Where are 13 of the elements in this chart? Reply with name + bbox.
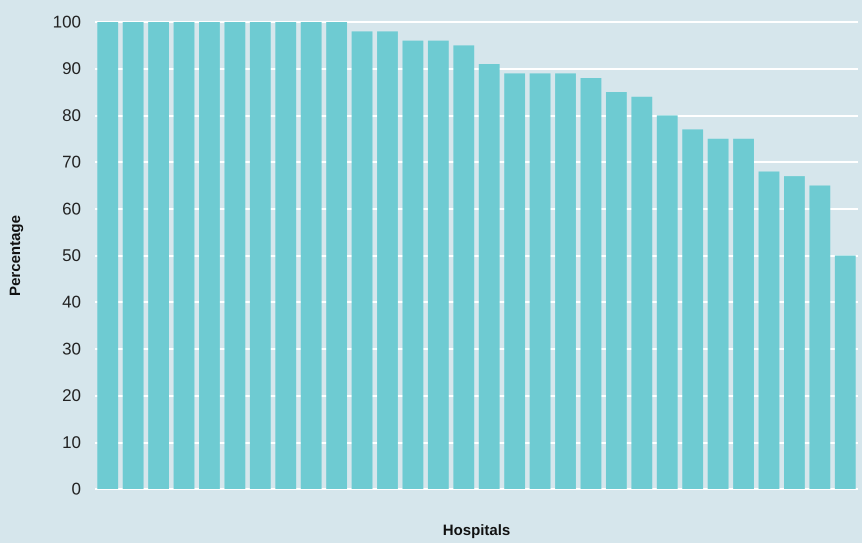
y-tick-label: 30 bbox=[62, 339, 81, 358]
y-tick-label: 100 bbox=[52, 12, 81, 32]
y-tick-label: 70 bbox=[62, 152, 81, 172]
y-axis-title: Percentage bbox=[7, 215, 24, 296]
y-tick-label: 40 bbox=[62, 292, 81, 312]
y-tick-label: 50 bbox=[62, 246, 81, 265]
y-tick-label: 0 bbox=[72, 480, 81, 498]
y-tick-label: 80 bbox=[62, 106, 81, 125]
y-tick-label: 60 bbox=[62, 199, 81, 218]
y-tick-label: 20 bbox=[62, 386, 81, 406]
y-tick-label: 90 bbox=[62, 59, 81, 78]
x-axis-title: Hospitals bbox=[442, 522, 510, 539]
y-tick-label: 10 bbox=[62, 432, 81, 452]
